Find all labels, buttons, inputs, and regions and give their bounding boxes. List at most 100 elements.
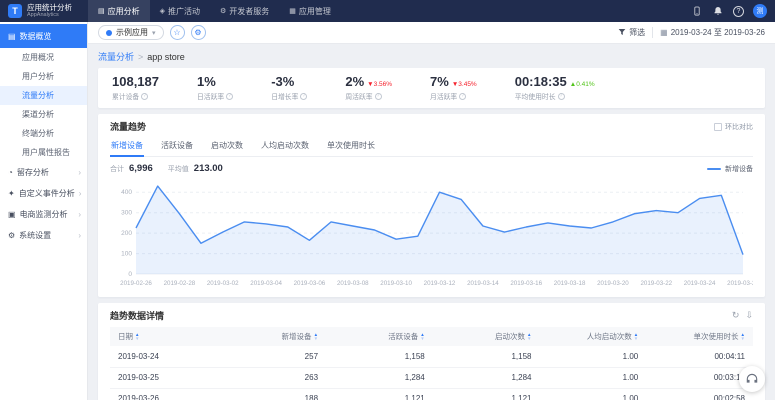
- help-icon[interactable]: ?: [733, 6, 744, 17]
- sort-icon: ▲▼: [314, 333, 318, 340]
- nav-item[interactable]: ◈推广活动: [150, 0, 210, 22]
- app-title-block: 应用统计分析 AppAnalytics: [27, 4, 72, 18]
- svg-text:2019-03-08: 2019-03-08: [337, 280, 369, 287]
- sidebar-item[interactable]: 应用概况: [0, 48, 87, 67]
- table-header-row: 日期▲▼新增设备▲▼活跃设备▲▼启动次数▲▼人均启动次数▲▼单次使用时长▲▼: [110, 327, 753, 346]
- table-cell: 1.00: [540, 367, 647, 388]
- column-header[interactable]: 活跃设备▲▼: [326, 327, 433, 346]
- trend-tab[interactable]: 启动次数: [210, 137, 244, 156]
- chevron-right-icon: ›: [79, 189, 82, 198]
- metric-label: 月活跃率: [430, 91, 457, 101]
- column-header[interactable]: 单次使用时长▲▼: [646, 327, 753, 346]
- refresh-icon[interactable]: ↻: [732, 310, 740, 321]
- trend-tab[interactable]: 单次使用时长: [326, 137, 376, 156]
- avatar[interactable]: 测: [753, 4, 767, 18]
- column-label: 活跃设备: [388, 331, 418, 342]
- table-cell: 1.00: [540, 346, 647, 367]
- metric: 2%▼3.56%周活跃率?: [345, 74, 392, 101]
- trend-tab[interactable]: 新增设备: [110, 137, 144, 157]
- svg-text:100: 100: [121, 251, 132, 258]
- nav-item[interactable]: ▦应用管理: [279, 0, 341, 22]
- sidebar-item[interactable]: ◔留存分析›: [0, 162, 87, 183]
- total-value: 6,996: [129, 163, 153, 174]
- metric-value: 00:18:35: [515, 74, 567, 89]
- trend-title: 流量趋势: [110, 120, 146, 133]
- nav-item[interactable]: ⚙开发者服务: [210, 0, 279, 22]
- svg-text:2019-03-22: 2019-03-22: [640, 280, 672, 287]
- bell-icon[interactable]: [712, 5, 724, 17]
- metric-value: 108,187: [112, 74, 159, 89]
- promotion-icon: ◈: [160, 7, 165, 15]
- sidebar-section[interactable]: ▤数据概览: [0, 24, 87, 48]
- table-row: 2019-03-261881,1211,1211.0000:02:58: [110, 388, 753, 400]
- navbar-right: ? 测: [691, 4, 767, 18]
- column-header[interactable]: 启动次数▲▼: [433, 327, 540, 346]
- column-header[interactable]: 新增设备▲▼: [219, 327, 326, 346]
- table-cell: 1.00: [540, 388, 647, 400]
- support-button[interactable]: [739, 366, 765, 392]
- info-icon: ?: [558, 93, 565, 100]
- sidebar-item[interactable]: 用户属性报告: [0, 143, 87, 162]
- sidebar-item-label: 自定义事件分析: [19, 188, 75, 199]
- svg-text:2019-03-10: 2019-03-10: [380, 280, 412, 287]
- mobile-icon[interactable]: [691, 5, 703, 17]
- metric-value: 2%: [345, 74, 364, 89]
- nav-item-label: 推广活动: [168, 6, 200, 17]
- metric-delta: ▼3.56%: [367, 81, 392, 88]
- svg-text:2019-03-02: 2019-03-02: [207, 280, 239, 287]
- table-cell: 2019-03-26: [110, 388, 219, 400]
- trend-tab[interactable]: 活跃设备: [160, 137, 194, 156]
- sidebar-item[interactable]: 渠道分析: [0, 105, 87, 124]
- favorite-button[interactable]: ☆: [170, 25, 185, 40]
- breadcrumb-parent[interactable]: 流量分析: [98, 50, 134, 63]
- data-overview-icon: ▤: [8, 32, 16, 41]
- info-icon: ?: [459, 93, 466, 100]
- table-cell: 00:03:10: [646, 367, 753, 388]
- sidebar-item[interactable]: ✦自定义事件分析›: [0, 183, 87, 204]
- breadcrumb: 流量分析 > app store: [98, 50, 765, 63]
- app-selector[interactable]: 示例应用 ▾: [98, 25, 164, 40]
- compare-label: 环比对比: [725, 122, 753, 132]
- nav-item[interactable]: ▤应用分析: [88, 0, 150, 22]
- table-cell: 2019-03-25: [110, 367, 219, 388]
- breadcrumb-separator: >: [138, 52, 143, 62]
- svg-text:2019-03-04: 2019-03-04: [250, 280, 282, 287]
- sidebar-item[interactable]: 流量分析: [0, 86, 87, 105]
- info-icon: ?: [375, 93, 382, 100]
- download-icon[interactable]: ⇩: [745, 310, 753, 321]
- sidebar-item[interactable]: 用户分析: [0, 67, 87, 86]
- sidebar-item-label: 电商监测分析: [20, 209, 68, 220]
- metric-value: 7%: [430, 74, 449, 89]
- table-body: 2019-03-242571,1581,1581.0000:04:112019-…: [110, 346, 753, 400]
- chevron-down-icon: ▾: [152, 29, 156, 37]
- trend-chart: 01002003004002019-02-262019-02-282019-03…: [110, 176, 753, 288]
- filter-icon: [618, 28, 626, 38]
- breadcrumb-current: app store: [147, 52, 185, 62]
- sidebar-item[interactable]: ▣电商监测分析›: [0, 204, 87, 225]
- svg-text:2019-03-14: 2019-03-14: [467, 280, 499, 287]
- date-range-picker[interactable]: ▦ 2019-03-24 至 2019-03-26: [660, 27, 765, 38]
- sidebar-item-label: 应用概况: [22, 52, 54, 63]
- compare-checkbox[interactable]: 环比对比: [714, 122, 753, 132]
- sidebar-item[interactable]: 终端分析: [0, 124, 87, 143]
- metric-label: 累计设备: [112, 91, 139, 101]
- column-header[interactable]: 日期▲▼: [110, 327, 219, 346]
- main-area: 示例应用 ▾ ☆ ⚙ 筛选 ▦ 2019-03-24 至 2019-03-26 …: [88, 22, 775, 400]
- sort-icon: ▲▼: [634, 333, 638, 340]
- sidebar-item-label: 用户分析: [22, 71, 54, 82]
- trend-card: 流量趋势 环比对比 新增设备活跃设备启动次数人均启动次数单次使用时长 合计 6,…: [98, 114, 765, 297]
- filter-button[interactable]: 筛选: [618, 27, 645, 38]
- app-dot-icon: [106, 30, 112, 36]
- avg-label: 平均值: [168, 164, 189, 174]
- sidebar-item[interactable]: ⚙系统设置›: [0, 225, 87, 246]
- top-navbar: T 应用统计分析 AppAnalytics ▤应用分析◈推广活动⚙开发者服务▦应…: [0, 0, 775, 22]
- metrics-row: 108,187累计设备?1%日活跃率?-3%日增长率?2%▼3.56%周活跃率?…: [98, 68, 765, 108]
- retention-icon: ◔: [8, 168, 13, 177]
- column-header[interactable]: 人均启动次数▲▼: [540, 327, 647, 346]
- metric-value: -3%: [271, 74, 294, 89]
- trend-tab[interactable]: 人均启动次数: [260, 137, 310, 156]
- svg-text:200: 200: [121, 230, 132, 237]
- settings-button[interactable]: ⚙: [191, 25, 206, 40]
- app-selector-label: 示例应用: [116, 27, 148, 38]
- svg-text:300: 300: [121, 210, 132, 217]
